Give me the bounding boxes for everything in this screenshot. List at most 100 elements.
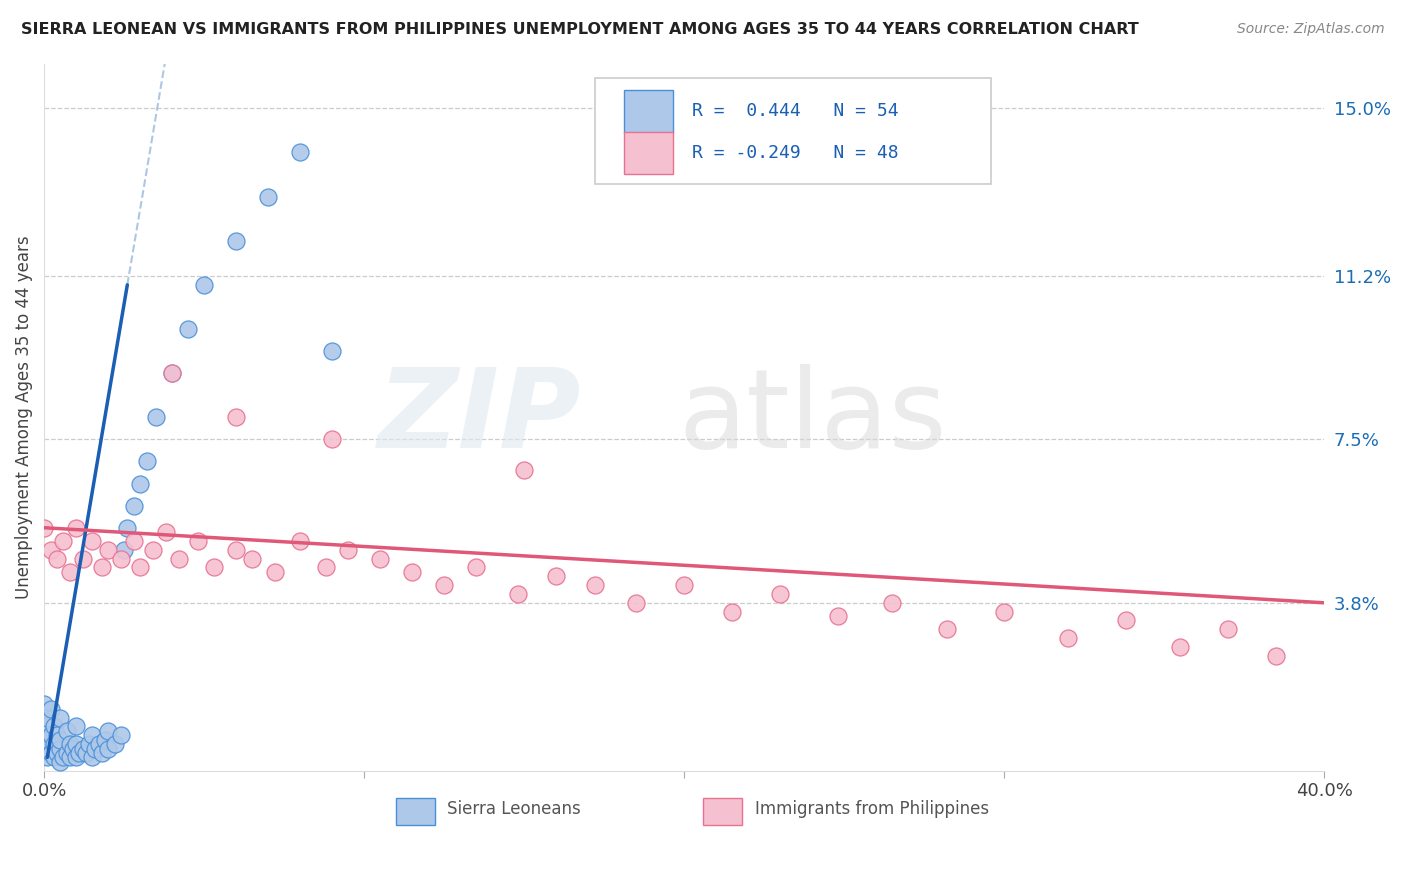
Point [513,463,536,477]
Point [110,551,132,566]
Point [90,560,112,574]
Point [240,551,263,566]
Point [288,145,311,160]
Point [546,569,568,583]
Point [59,750,82,764]
Point [145,410,167,425]
Point [82,533,104,548]
Point [67,746,90,760]
Point [49,755,72,769]
Point [65,737,87,751]
Point [75,746,97,760]
Bar [703,798,742,825]
Point [110,728,132,742]
Point [65,521,87,535]
Point [1057,631,1080,645]
Point [673,578,696,592]
Point [65,719,87,733]
Point [52,533,75,548]
Point [37,732,59,747]
Point [49,741,72,756]
Point [37,710,59,724]
Point [59,565,82,579]
Point [935,622,957,636]
Point [45,728,67,742]
Bar [396,798,434,825]
FancyBboxPatch shape [595,78,991,184]
Point [624,596,647,610]
Point [84,741,107,756]
Bar [624,90,672,133]
Point [827,609,849,624]
Point [129,476,152,491]
Point [257,189,280,203]
Point [39,702,62,716]
Point [97,542,120,557]
Point [433,578,456,592]
Point [882,596,904,610]
Point [167,551,190,566]
Point [49,732,72,747]
Point [94,732,117,747]
Bar [624,132,672,174]
Point [187,533,209,548]
Point [177,322,200,336]
Point [465,560,488,574]
Point [225,410,247,425]
Text: Sierra Leoneans: Sierra Leoneans [447,800,581,819]
Text: Source: ZipAtlas.com: Source: ZipAtlas.com [1237,22,1385,37]
Point [42,737,65,751]
Point [263,565,285,579]
Point [52,750,75,764]
Point [193,277,215,292]
Point [155,525,177,540]
Point [506,587,529,601]
Point [135,454,157,468]
Point [117,521,139,535]
Point [55,723,77,738]
Point [122,499,145,513]
Point [32,741,55,756]
Point [42,719,65,733]
Point [721,605,744,619]
Point [142,542,165,557]
Point [97,723,120,738]
Point [32,698,55,712]
Point [1168,640,1191,654]
Point [1218,622,1240,636]
Point [321,433,343,447]
Point [87,737,110,751]
Point [769,587,792,601]
Point [62,741,84,756]
Point [59,737,82,751]
Point [368,551,391,566]
Point [39,728,62,742]
Point [39,542,62,557]
Point [90,746,112,760]
Point [32,719,55,733]
Text: R = -0.249   N = 48: R = -0.249 N = 48 [692,144,898,162]
Point [45,551,67,566]
Point [337,542,360,557]
Point [1265,648,1288,663]
Point [288,533,311,548]
Point [72,551,94,566]
Point [315,560,337,574]
Point [321,344,343,359]
Point [583,578,606,592]
Point [82,728,104,742]
Point [32,521,55,535]
Text: atlas: atlas [678,364,946,471]
Point [160,366,183,380]
Point [993,605,1015,619]
Point [82,750,104,764]
Point [103,737,125,751]
Point [129,560,152,574]
Point [49,710,72,724]
Point [225,234,247,248]
Text: Immigrants from Philippines: Immigrants from Philippines [755,800,988,819]
Point [97,741,120,756]
Point [202,560,225,574]
Point [45,746,67,760]
Y-axis label: Unemployment Among Ages 35 to 44 years: Unemployment Among Ages 35 to 44 years [15,235,32,599]
